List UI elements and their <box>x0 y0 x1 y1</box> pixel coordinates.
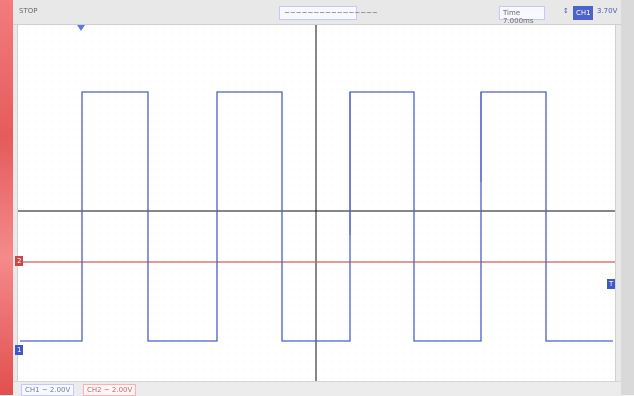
channel-value: 3.70V <box>597 7 618 15</box>
ch1-marker[interactable]: 1 <box>15 345 24 355</box>
channel-selector-arrow-icon[interactable]: ↕ <box>563 7 569 15</box>
ch1-scale-chip[interactable]: CH1 ~ 2.00V <box>21 384 75 396</box>
channel-label: CH1 <box>576 9 591 17</box>
time-base-chip[interactable]: Time 7.000ms <box>499 6 545 25</box>
left-decorative-strip <box>0 0 13 395</box>
run-stop-status: STOP <box>19 7 38 15</box>
right-decorative-strip <box>621 0 634 395</box>
waveform-preview-text: ~~~~~~~~~~~~~~~~ <box>284 9 378 17</box>
waveform-plot <box>18 25 615 382</box>
ch2-marker[interactable]: 2 <box>15 256 24 266</box>
trigger-position-marker[interactable] <box>77 25 85 31</box>
oscilloscope-screen: 1 2 T <box>15 24 616 383</box>
ch2-scale-chip[interactable]: CH2 ~ 2.00V <box>83 384 137 396</box>
ch1-square-wave <box>20 91 613 342</box>
top-status-bar: STOP ~~~~~~~~~~~~~~~~ Time 7.000ms ↕ CH1… <box>13 0 621 25</box>
bottom-status-bar: CH1 ~ 2.00V CH2 ~ 2.00V <box>13 381 621 396</box>
trigger-level-marker[interactable]: T <box>607 279 616 289</box>
time-base-text: Time 7.000ms <box>503 9 534 25</box>
center-axes <box>18 25 615 382</box>
waveform-preview-chip[interactable]: ~~~~~~~~~~~~~~~~ <box>279 6 378 20</box>
channel-chip[interactable]: CH1 <box>573 6 593 20</box>
